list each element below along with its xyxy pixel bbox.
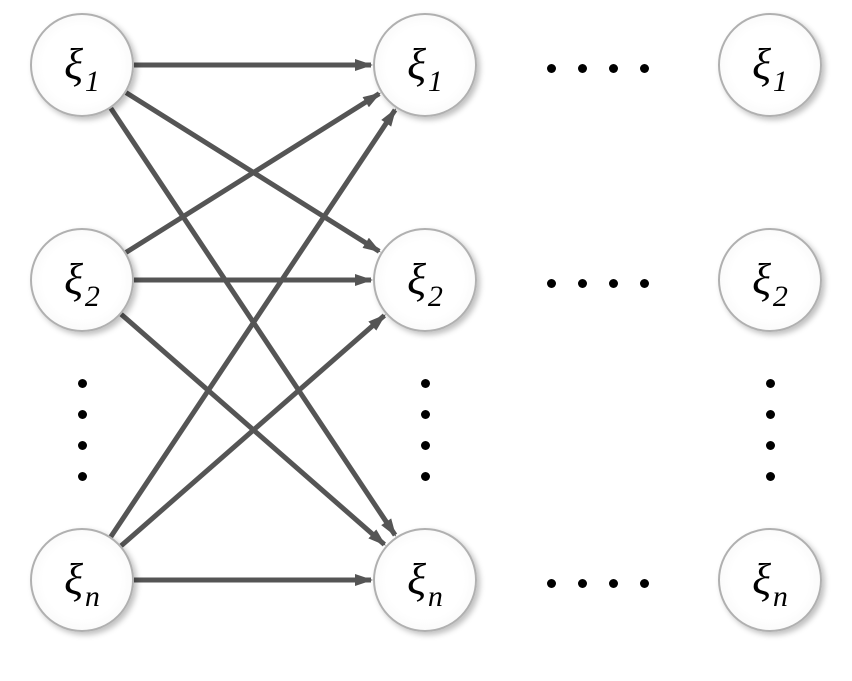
node-label-sub: 2 [428,282,443,312]
node-c0r0: ξ1 [30,13,134,117]
node-label: ξ2 [407,258,443,302]
ellipsis-h [547,61,649,77]
node-label-sub: 1 [85,67,100,97]
node-label: ξn [407,558,443,602]
node-c2r1: ξ2 [718,228,822,332]
node-label-sub: n [773,582,788,612]
ellipsis-v [766,379,775,481]
node-label-base: ξ [407,43,426,87]
node-label: ξn [752,558,788,602]
node-label-base: ξ [407,258,426,302]
node-label-sub: 1 [428,67,443,97]
node-c1r2: ξn [373,528,477,632]
node-label-base: ξ [752,258,771,302]
node-c2r2: ξn [718,528,822,632]
node-label: ξn [64,558,100,602]
node-label: ξ2 [752,258,788,302]
node-c1r1: ξ2 [373,228,477,332]
node-c0r1: ξ2 [30,228,134,332]
diagram-canvas: ξ1ξ2ξnξ1ξ2ξnξ1ξ2ξn [0,0,852,681]
ellipsis-v [78,379,87,481]
ellipsis-h [547,576,649,592]
node-label-base: ξ [64,258,83,302]
node-c2r0: ξ1 [718,13,822,117]
node-label-base: ξ [752,43,771,87]
node-label-sub: n [428,582,443,612]
ellipsis-h [547,276,649,292]
ellipsis-v [421,379,430,481]
node-label-base: ξ [407,558,426,602]
node-label-sub: 2 [85,282,100,312]
node-label-sub: n [85,582,100,612]
node-c0r2: ξn [30,528,134,632]
node-label: ξ2 [64,258,100,302]
node-label: ξ1 [407,43,443,87]
node-label: ξ1 [752,43,788,87]
node-label-base: ξ [64,43,83,87]
node-label: ξ1 [64,43,100,87]
node-label-base: ξ [752,558,771,602]
node-label-sub: 1 [773,67,788,97]
node-label-sub: 2 [773,282,788,312]
node-c1r0: ξ1 [373,13,477,117]
node-label-base: ξ [64,558,83,602]
